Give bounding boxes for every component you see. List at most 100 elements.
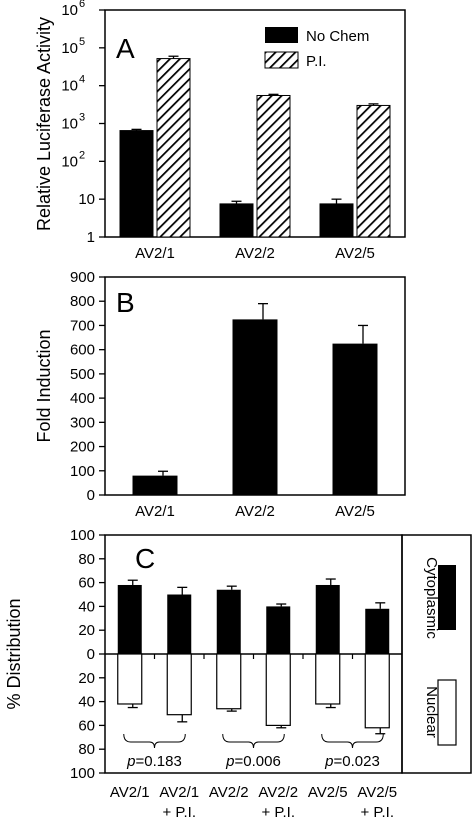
- bar-nuclear: [216, 653, 242, 710]
- y-tick-label: 80: [78, 551, 95, 568]
- x-tick-label: AV2/2: [209, 784, 249, 801]
- panel-c-bars: [117, 578, 390, 735]
- panel-a-legend: No Chem P.I.: [264, 27, 369, 70]
- y-tick-label: 500: [70, 366, 95, 383]
- panel-c-y-axis: 100 80 60 40 20 0 20 40 60 80 100: [70, 527, 402, 782]
- panel-b: B Fold Induction 0 100 200 300 400 500 600 700 8…: [34, 269, 406, 520]
- bar-no-chem: [219, 203, 254, 238]
- bar-fold-induction: [132, 475, 178, 495]
- y-tick-label: 10: [61, 40, 78, 57]
- bar-cytoplasmic: [266, 606, 291, 654]
- y-tick-label: 100: [70, 463, 95, 480]
- panel-b-x-labels: AV2/1 AV2/2 AV2/5: [135, 503, 375, 520]
- y-tick-label: 600: [70, 342, 95, 359]
- x-tick-label: AV2/2: [258, 784, 298, 801]
- bar-cytoplasmic: [216, 589, 241, 654]
- bar-pi: [356, 104, 391, 238]
- x-tick-label-sub: + P.I.: [162, 804, 196, 821]
- panel-a-ylabel: Relative Luciferase Activity: [34, 17, 54, 231]
- y-tick-label: 0: [87, 487, 95, 504]
- y-tick-label: 300: [70, 414, 95, 431]
- panel-c-ylabel: % Distribution: [4, 598, 24, 709]
- panel-b-ylabel: Fold Induction: [34, 329, 54, 442]
- y-tick-label: 100: [70, 527, 95, 544]
- significance-bracket: [222, 733, 285, 749]
- y-tick-label: 400: [70, 390, 95, 407]
- legend-swatch-cytoplasmic: [438, 565, 456, 630]
- y-tick-label: 800: [70, 293, 95, 310]
- legend-swatch-nuclear: [437, 679, 457, 746]
- y-tick-label: 1: [87, 229, 95, 246]
- y-tick-label: 10: [78, 191, 95, 208]
- significance-bracket: [123, 733, 186, 749]
- y-tick-label: 10: [61, 78, 78, 95]
- y-tick-label: 80: [78, 741, 95, 758]
- bar-nuclear: [265, 653, 291, 727]
- x-tick-label: AV2/5: [335, 503, 375, 520]
- legend-label-pi: P.I.: [306, 53, 327, 70]
- y-tick-exponent: 4: [79, 74, 85, 86]
- legend-swatch-no-chem: [265, 27, 298, 43]
- bar-fold-induction: [232, 319, 278, 495]
- y-tick-exponent: 6: [79, 0, 85, 10]
- y-tick-exponent: 3: [79, 112, 85, 124]
- p-value: =0.183: [136, 753, 182, 770]
- bar-nuclear: [364, 653, 390, 729]
- x-tick-label: AV2/5: [308, 784, 348, 801]
- panel-a-x-labels: AV2/1 AV2/2 AV2/5: [135, 245, 375, 262]
- panel-a-label: A: [116, 33, 135, 64]
- y-tick-label: 20: [78, 670, 95, 687]
- legend-swatch-pi: [264, 51, 299, 69]
- x-tick-label: AV2/2: [235, 503, 275, 520]
- bar-cytoplasmic: [167, 594, 192, 654]
- panel-c-legend: Cytoplasmic Nuclear: [423, 557, 457, 746]
- panel-b-bars: [132, 302, 378, 495]
- x-tick-label: AV2/2: [235, 245, 275, 262]
- bar-nuclear: [315, 653, 341, 705]
- bar-no-chem: [319, 203, 354, 238]
- x-tick-label: AV2/5: [357, 784, 397, 801]
- significance-bracket: [321, 733, 384, 749]
- bar-pi: [156, 58, 191, 238]
- x-tick-label: AV2/1: [159, 784, 199, 801]
- x-tick-label: AV2/1: [135, 503, 175, 520]
- y-tick-label: 60: [78, 575, 95, 592]
- x-tick-label: AV2/1: [110, 784, 150, 801]
- legend-label-no-chem: No Chem: [306, 28, 369, 45]
- y-tick-label: 60: [78, 717, 95, 734]
- bar-cytoplasmic: [117, 584, 142, 654]
- x-tick-label-sub: + P.I.: [261, 804, 295, 821]
- y-tick-label: 10: [61, 2, 78, 19]
- bar-nuclear: [117, 653, 143, 705]
- x-tick-label: AV2/5: [335, 245, 375, 262]
- bar-cytoplasmic: [365, 608, 390, 654]
- bar-cytoplasmic: [315, 584, 340, 654]
- x-tick-label-sub: + P.I.: [360, 804, 394, 821]
- panel-a-bars: [119, 55, 391, 238]
- y-tick-label: 900: [70, 269, 95, 286]
- y-tick-exponent: 5: [79, 36, 85, 48]
- panel-b-y-axis: 0 100 200 300 400 500 600 700 800 900: [70, 269, 105, 504]
- y-tick-label: 10: [61, 116, 78, 133]
- legend-label-nuclear: Nuclear: [423, 686, 440, 738]
- p-value: =0.023: [334, 753, 380, 770]
- panel-c-label: C: [135, 543, 155, 574]
- y-tick-exponent: 2: [79, 149, 85, 161]
- p-value: =0.006: [235, 753, 281, 770]
- panel-c-x-labels: AV2/1 AV2/1 + P.I. AV2/2 AV2/2 + P.I. AV2/5 AV2…: [110, 784, 397, 821]
- bar-pi: [256, 94, 291, 238]
- bar-fold-induction: [332, 343, 378, 495]
- p-symbol: p: [126, 753, 135, 770]
- p-symbol: p: [225, 753, 234, 770]
- p-value-label: p=0.006: [225, 753, 281, 770]
- legend-label-cytoplasmic: Cytoplasmic: [423, 557, 440, 639]
- y-tick-label: 40: [78, 694, 95, 711]
- panel-c-brackets: p=0.183 p=0.006 p=0.023: [123, 733, 384, 770]
- p-symbol: p: [324, 753, 333, 770]
- y-tick-label: 100: [70, 765, 95, 782]
- panel-b-label: B: [116, 287, 135, 318]
- bar-nuclear: [166, 653, 192, 716]
